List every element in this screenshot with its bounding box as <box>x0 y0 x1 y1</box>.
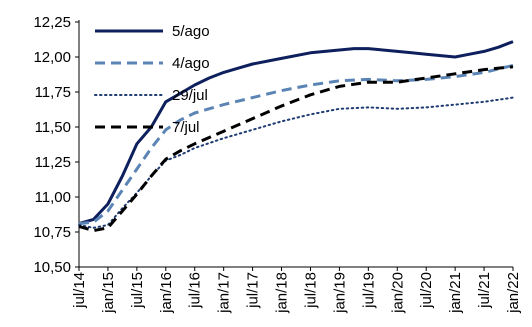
x-tick-label: jan/18 <box>274 272 291 314</box>
x-tick-label: jan/20 <box>389 272 406 314</box>
series-line-0 <box>78 40 514 226</box>
x-tick-label: jan/16 <box>158 272 175 314</box>
x-tick-label: jul/20 <box>418 272 435 309</box>
series-lines <box>78 40 514 233</box>
y-tick-label: 11,75 <box>35 84 71 101</box>
axes: 10,50 10,75 11,00 11,25 11,50 11,75 12,00 12,25… <box>33 14 522 314</box>
series-line-3 <box>78 65 514 233</box>
y-tick-label: 10,50 <box>33 259 71 276</box>
x-tick-label: jul/21 <box>476 272 493 309</box>
x-tick-label: jul/19 <box>360 272 377 309</box>
x-tick-label: jul/14 <box>71 272 88 309</box>
x-tick-label: jul/17 <box>245 272 262 309</box>
series-line-2 <box>78 96 514 229</box>
legend-label-1: 4/ago <box>172 55 210 72</box>
x-tick-label: jan/22 <box>505 272 522 314</box>
y-tick-label: 11,25 <box>35 154 71 171</box>
x-tick-label: jul/16 <box>187 272 204 309</box>
y-tick-label: 11,00 <box>35 189 71 206</box>
legend-label-3: 7/jul <box>172 119 200 136</box>
series-line-1 <box>78 63 514 226</box>
y-tick-label: 11,50 <box>35 119 71 136</box>
legend: 5/ago 4/ago 29/jul 7/jul <box>94 23 210 136</box>
y-tick-label: 12,00 <box>33 49 71 66</box>
y-tick-label: 10,75 <box>33 224 71 241</box>
legend-label-2: 29/jul <box>172 87 208 104</box>
x-tick-label: jul/18 <box>302 272 319 309</box>
x-tick-label: jul/15 <box>129 272 146 309</box>
x-tick-label: jan/17 <box>216 272 233 314</box>
x-tick-label: jan/21 <box>447 272 464 314</box>
x-tick-label: jan/19 <box>331 272 348 314</box>
x-tick-label: jan/15 <box>100 272 117 314</box>
legend-label-0: 5/ago <box>172 23 210 40</box>
y-tick-label: 12,25 <box>33 14 71 31</box>
